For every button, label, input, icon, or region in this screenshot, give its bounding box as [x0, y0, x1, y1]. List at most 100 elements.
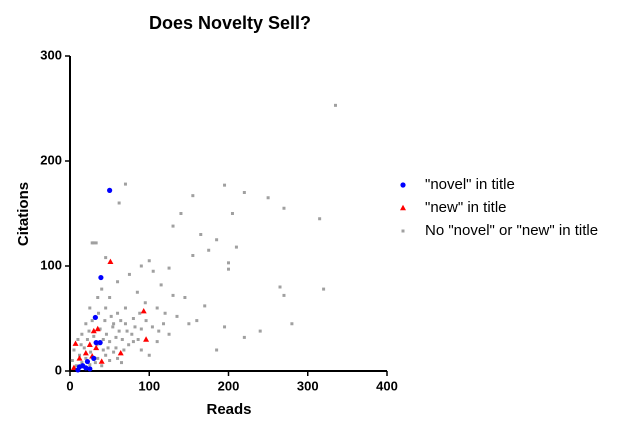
- point: [75, 367, 81, 373]
- point: [155, 306, 159, 310]
- point: [116, 356, 120, 360]
- point: [82, 346, 86, 350]
- x-axis-label: Reads: [206, 401, 251, 418]
- point: [90, 241, 94, 245]
- point: [100, 287, 104, 291]
- point: [74, 364, 78, 368]
- point: [199, 233, 203, 236]
- point: [147, 259, 151, 263]
- point: [90, 327, 97, 334]
- y-tick-label: 100: [40, 257, 62, 272]
- point: [227, 261, 230, 265]
- point: [94, 241, 98, 245]
- point: [162, 322, 166, 326]
- point: [96, 356, 100, 360]
- point: [119, 319, 123, 323]
- point: [87, 366, 93, 372]
- point: [144, 319, 148, 323]
- point: [175, 314, 179, 318]
- point: [108, 340, 112, 344]
- point: [98, 327, 102, 331]
- point: [104, 353, 108, 357]
- point: [318, 217, 322, 221]
- point: [108, 296, 112, 299]
- point: [83, 365, 89, 371]
- point: [70, 364, 77, 371]
- point: [92, 314, 98, 321]
- point: [87, 329, 91, 333]
- point: [215, 348, 219, 352]
- point: [101, 348, 105, 352]
- point: [123, 182, 127, 186]
- point: [123, 306, 127, 310]
- point: [143, 336, 150, 342]
- point: [120, 361, 124, 365]
- point: [79, 343, 83, 347]
- point: [117, 349, 124, 356]
- point: [112, 322, 116, 326]
- point: [93, 340, 99, 346]
- point: [93, 361, 97, 365]
- y-axis-label: Citations: [15, 182, 32, 246]
- point: [139, 264, 143, 268]
- point: [163, 311, 167, 315]
- point: [179, 212, 183, 215]
- point: [111, 325, 115, 329]
- point: [282, 206, 286, 210]
- point: [92, 241, 96, 245]
- point: [101, 338, 105, 341]
- point: [139, 327, 143, 331]
- point: [122, 348, 126, 352]
- point: [159, 283, 163, 287]
- point: [123, 322, 127, 326]
- point: [88, 363, 92, 367]
- point: [116, 280, 120, 284]
- point: [234, 245, 238, 249]
- point: [322, 287, 326, 291]
- point: [97, 311, 101, 315]
- point: [191, 194, 195, 198]
- legend-marker: [400, 182, 406, 188]
- point: [108, 359, 112, 362]
- point: [94, 325, 101, 332]
- legend-label: "novel" in title: [425, 176, 515, 193]
- point: [258, 329, 262, 333]
- point: [116, 311, 120, 315]
- point: [242, 191, 246, 194]
- point: [76, 355, 83, 361]
- point: [135, 290, 139, 294]
- point: [100, 364, 104, 368]
- point: [92, 334, 96, 338]
- legend-marker: [401, 229, 405, 233]
- point: [114, 335, 118, 339]
- point: [91, 355, 97, 361]
- point: [72, 348, 76, 352]
- point: [131, 317, 135, 320]
- point: [187, 322, 191, 326]
- point: [136, 338, 140, 341]
- point: [131, 340, 135, 344]
- point: [125, 329, 129, 333]
- point: [104, 306, 108, 310]
- point: [203, 304, 207, 308]
- point: [215, 238, 219, 242]
- point: [282, 293, 286, 297]
- point: [130, 332, 134, 336]
- point: [82, 349, 89, 356]
- point: [183, 296, 187, 299]
- point: [107, 258, 114, 264]
- point: [167, 266, 171, 270]
- point: [127, 272, 131, 276]
- point: [112, 350, 116, 354]
- legend-marker: [400, 204, 406, 211]
- point: [171, 293, 175, 297]
- point: [138, 311, 142, 315]
- point: [80, 361, 84, 365]
- point: [109, 314, 113, 318]
- point: [266, 196, 270, 200]
- point: [84, 356, 88, 360]
- point: [86, 341, 93, 347]
- point: [151, 269, 155, 273]
- point: [157, 329, 161, 333]
